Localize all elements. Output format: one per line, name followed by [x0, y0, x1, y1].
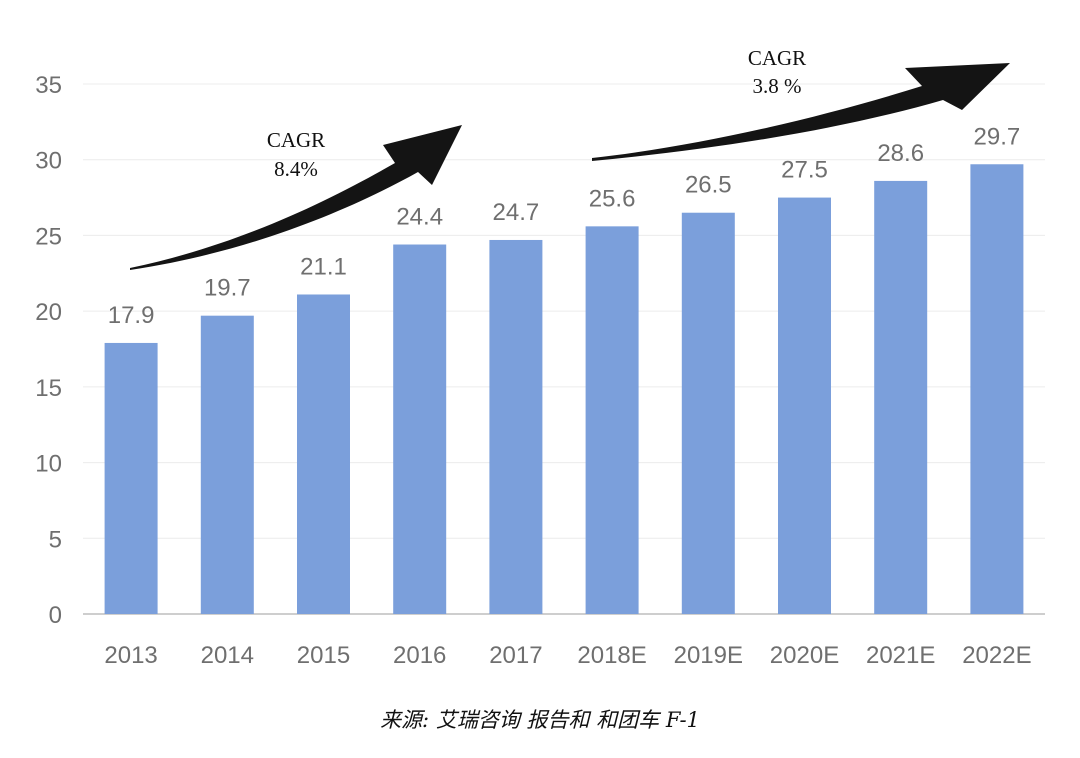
y-tick-label: 10 [35, 451, 62, 478]
data-label: 24.7 [493, 199, 540, 226]
x-tick-label: 2017 [489, 642, 542, 669]
data-label: 17.9 [108, 302, 155, 329]
x-tick-label: 2016 [393, 642, 446, 669]
bars [104, 164, 1024, 615]
bar [104, 342, 158, 614]
bar [585, 226, 639, 615]
x-tick-label: 2013 [104, 642, 157, 669]
bar [681, 212, 735, 614]
data-label: 29.7 [974, 123, 1021, 150]
data-label: 26.5 [685, 172, 732, 199]
growth-arrow-right [592, 63, 1010, 161]
x-tick-label: 2014 [201, 642, 254, 669]
x-tick-label: 2022E [962, 642, 1031, 669]
y-tick-label: 30 [35, 148, 62, 175]
cagr-label-2: CAGR [748, 46, 806, 70]
bar [874, 180, 928, 614]
data-label: 27.5 [781, 157, 828, 184]
bar [970, 164, 1024, 614]
y-tick-label: 25 [35, 223, 62, 250]
data-label: 19.7 [204, 275, 251, 302]
x-tick-label: 2021E [866, 642, 935, 669]
y-tick-label: 0 [49, 602, 62, 629]
data-label: 24.4 [396, 204, 443, 231]
y-axis-ticks: 0 5 10 15 20 25 30 35 [35, 72, 62, 629]
data-label: 21.1 [300, 253, 347, 280]
y-tick-label: 20 [35, 299, 62, 326]
bar [200, 315, 254, 614]
y-tick-label: 15 [35, 375, 62, 402]
x-tick-label: 2020E [770, 642, 839, 669]
cagr-value-1: 8.4% [274, 157, 318, 181]
y-tick-label: 35 [35, 72, 62, 99]
growth-arrow-left [130, 125, 462, 270]
y-tick-label: 5 [49, 526, 62, 553]
source-caption: 来源: 艾瑞咨询 报告和 和团车 F-1 [380, 708, 700, 732]
bar [297, 294, 350, 614]
cagr-label-1: CAGR [267, 128, 325, 152]
x-tick-label: 2019E [674, 642, 743, 669]
data-labels: 17.9 19.7 21.1 24.4 24.7 25.6 26.5 27.5 28.6 29.7 [108, 123, 1021, 329]
bar [393, 244, 447, 614]
data-label: 25.6 [589, 185, 636, 212]
bar [489, 239, 543, 614]
bar [778, 197, 831, 615]
x-tick-label: 2015 [297, 642, 350, 669]
x-axis-ticks: 2013 2014 2015 2016 2017 2018E 2019E 2020E 2021E… [104, 642, 1031, 669]
data-label: 28.6 [877, 140, 924, 167]
cagr-value-2: 3.8 % [753, 74, 802, 98]
x-tick-label: 2018E [577, 642, 646, 669]
